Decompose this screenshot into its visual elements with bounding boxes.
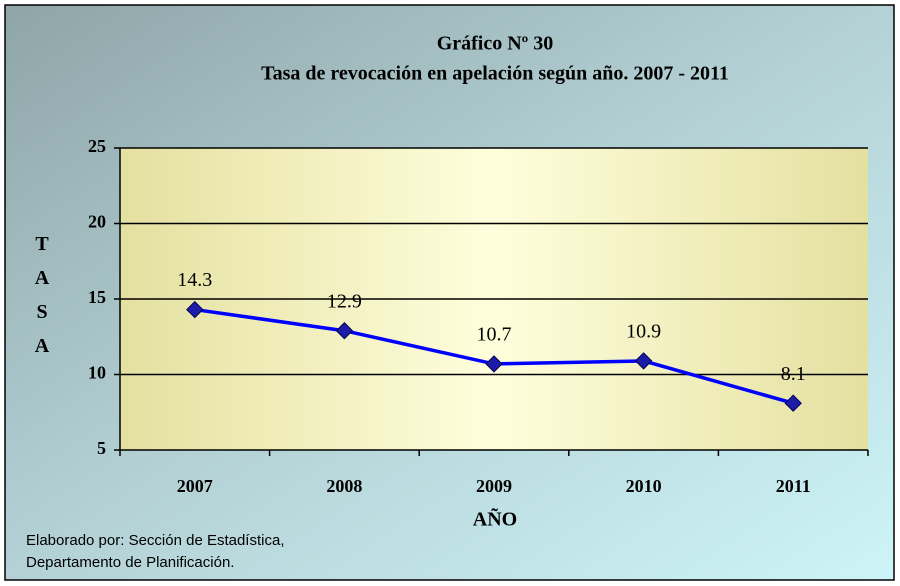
x-tick-label: 2008 bbox=[326, 476, 362, 496]
x-tick-label: 2009 bbox=[476, 476, 512, 496]
data-point bbox=[485, 355, 503, 373]
chart-title: Gráfico Nº 30 bbox=[437, 33, 554, 55]
y-tick-label: 25 bbox=[88, 136, 106, 156]
data-label: 10.9 bbox=[626, 321, 661, 343]
footer-line: Departamento de Planificación. bbox=[26, 554, 234, 571]
data-label: 14.3 bbox=[177, 269, 212, 291]
x-axis-title: AÑO bbox=[473, 508, 517, 531]
data-point bbox=[335, 322, 354, 340]
x-tick-label: 2007 bbox=[177, 476, 213, 496]
footer-line: Elaborado por: Sección de Estadística, bbox=[26, 532, 285, 549]
data-label: 8.1 bbox=[781, 363, 806, 385]
y-tick-label: 20 bbox=[88, 212, 106, 232]
data-label: 12.9 bbox=[327, 290, 362, 312]
y-tick-label: 10 bbox=[88, 363, 106, 383]
data-point bbox=[784, 394, 802, 412]
data-label: 10.7 bbox=[477, 324, 512, 346]
x-tick-label: 2011 bbox=[776, 476, 811, 496]
x-tick-label: 2010 bbox=[626, 476, 662, 496]
y-tick-label: 15 bbox=[88, 287, 106, 307]
chart-subtitle: Tasa de revocación en apelación según añ… bbox=[261, 63, 729, 85]
y-tick-label: 5 bbox=[97, 438, 106, 458]
data-point bbox=[634, 352, 653, 370]
data-point bbox=[186, 300, 204, 319]
